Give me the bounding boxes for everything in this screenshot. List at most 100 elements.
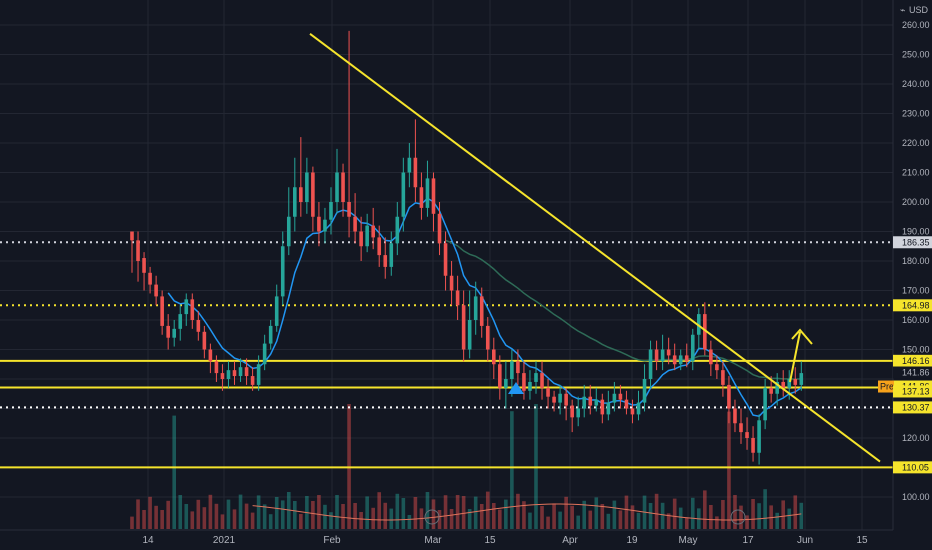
volume-bar-104 [757, 503, 761, 529]
x-tick-label-8: 17 [742, 535, 754, 546]
y-tick-label-6: 160.00 [902, 315, 930, 325]
volume-bar-81 [618, 510, 623, 529]
candle-body-21 [256, 364, 261, 385]
volume-bar-95 [703, 490, 707, 529]
candle-body-40 [371, 225, 375, 238]
candle-body-33 [329, 202, 333, 220]
x-tick-label-1: 2021 [213, 535, 236, 546]
volume-bar-23 [268, 514, 273, 529]
volume-bar-87 [654, 493, 659, 529]
candle-body-11 [196, 320, 201, 332]
volume-bar-91 [678, 507, 683, 529]
volume-bar-74 [576, 515, 580, 529]
candle-body-106 [769, 387, 773, 394]
candle-body-49 [425, 178, 430, 208]
candle-body-31 [317, 216, 321, 232]
candle-body-16 [226, 370, 231, 379]
candle-body-64 [516, 361, 520, 374]
candle-body-22 [262, 343, 267, 365]
candle-body-9 [184, 299, 189, 315]
volume-bar-93 [690, 497, 695, 529]
x-tick-label-10: 15 [856, 535, 868, 546]
volume-bar-83 [630, 505, 635, 529]
volume-bar-5 [160, 510, 164, 529]
price-axis-panel[interactable] [893, 0, 932, 530]
volume-bar-86 [648, 503, 653, 529]
volume-bar-107 [775, 512, 779, 529]
candle-body-3 [148, 272, 152, 285]
candle-body-87 [654, 349, 659, 362]
volume-bar-3 [148, 496, 152, 529]
candle-body-102 [745, 432, 749, 438]
volume-bar-12 [202, 507, 207, 529]
volume-bar-46 [407, 515, 412, 529]
candle-body-47 [413, 157, 418, 188]
settings-icon[interactable]: ⌁ [900, 5, 905, 15]
candle-body-82 [624, 399, 629, 409]
volume-bar-80 [612, 500, 617, 529]
candle-body-19 [244, 367, 249, 377]
horizontal-levels[interactable] [0, 241, 893, 469]
price-tags: 186.35164.98146.16141.86141.86Pre137.131… [878, 236, 932, 474]
time-axis-ticks[interactable]: 14 2021 Feb Mar 15 Apr 19 May 17 Jun 15 [142, 535, 868, 546]
candle-body-15 [220, 373, 225, 379]
volume-bar-44 [395, 493, 400, 529]
volume-bar-84 [636, 512, 641, 529]
descending-trendline[interactable] [309, 33, 881, 463]
volume-bar-60 [491, 503, 496, 529]
candle-body-18 [238, 367, 243, 377]
candle-body-75 [582, 396, 587, 409]
volume-bar-72 [564, 496, 568, 529]
candle-body-98 [721, 370, 725, 385]
candle-body-25 [280, 246, 285, 297]
candle-body-20 [250, 376, 255, 385]
candle-body-35 [341, 172, 345, 202]
ema-fast-line [167, 197, 802, 418]
volume-bar-97 [715, 516, 719, 529]
candle-body-23 [268, 325, 273, 344]
candle-body-34 [335, 172, 339, 202]
volume-bar-0 [130, 516, 134, 529]
x-tick-label-9: Jun [797, 535, 813, 546]
volume-bar-20 [250, 512, 255, 529]
candle-body-45 [401, 172, 406, 217]
volume-bar-32 [323, 504, 327, 529]
price-tag-bg-1 [893, 299, 932, 312]
volume-bar-51 [437, 510, 442, 529]
candle-body-67 [534, 373, 538, 382]
target-arrow[interactable] [789, 328, 813, 383]
volume-bar-71 [558, 511, 562, 529]
volume-bar-90 [672, 498, 677, 529]
y-tick-label-13: 230.00 [902, 109, 930, 119]
candle-body-111 [799, 373, 804, 385]
volume-marker-mar [424, 509, 440, 525]
volume-bar-76 [588, 510, 593, 529]
candle-body-103 [751, 438, 755, 453]
candle-body-27 [293, 187, 297, 217]
y-tick-label-14: 240.00 [902, 79, 930, 89]
volume-bar-30 [311, 501, 315, 529]
candle-body-37 [353, 216, 357, 232]
candle-body-65 [522, 373, 526, 391]
volume-bar-8 [178, 495, 183, 529]
candle-body-12 [202, 331, 207, 350]
volume-bar-24 [274, 497, 279, 529]
volume-bar-53 [449, 509, 454, 529]
volume-bar-65 [522, 501, 526, 529]
volume-bar-42 [383, 502, 388, 529]
volume-bar-66 [528, 512, 532, 529]
candle-body-69 [546, 387, 550, 397]
price-tag-3: 141.86 [902, 368, 930, 378]
volume-bar-92 [684, 517, 689, 529]
candle-body-74 [576, 408, 580, 418]
candle-body-17 [232, 370, 237, 377]
candle-body-70 [552, 396, 556, 403]
price-tag-bg-2 [893, 354, 932, 367]
candle-body-108 [781, 381, 786, 388]
candle-body-55 [461, 305, 466, 350]
price-tag-bg-5 [893, 385, 932, 398]
candle-body-48 [419, 187, 424, 208]
volume-bar-109 [787, 508, 792, 529]
